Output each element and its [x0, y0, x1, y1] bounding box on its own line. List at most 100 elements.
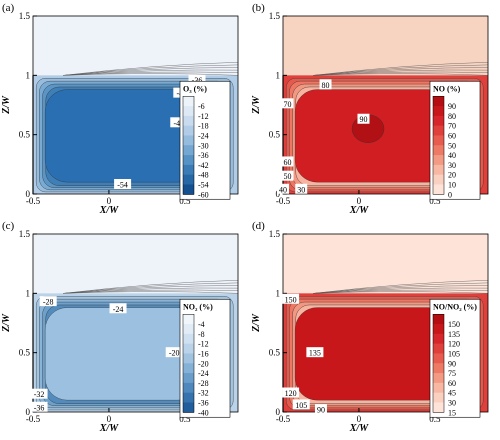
contour-label-bg [39, 296, 57, 307]
colorbar-swatch [183, 333, 194, 345]
colorbar-tick-label: -30 [198, 141, 209, 150]
colorbar-swatch [183, 164, 194, 176]
y-tick-label: 1.5 [19, 11, 31, 21]
colorbar-tick-label: 0 [448, 190, 452, 199]
colorbar-tick-label: -54 [198, 180, 209, 189]
y-tick-label: 0 [26, 407, 31, 417]
contour-label-bg [314, 404, 327, 415]
colorbar-swatch [433, 373, 444, 384]
colorbar-swatch [433, 343, 444, 354]
colorbar-swatch [183, 174, 194, 185]
colorbar-swatch [183, 373, 194, 384]
colorbar-tick-label: 80 [448, 112, 456, 121]
y-axis-label: Z/W [251, 95, 262, 115]
colorbar-swatch [183, 125, 194, 136]
colorbar-swatch [433, 125, 444, 136]
shear-layer-contour [63, 73, 239, 76]
contour-label-bg [357, 113, 370, 124]
colorbar-swatch [183, 402, 194, 413]
colorbar-swatch [433, 353, 444, 364]
x-tick-label: 0.5 [179, 414, 191, 424]
plot-frame [32, 15, 239, 195]
above-roof-region [33, 234, 238, 294]
contour-label: 150 [285, 295, 297, 304]
colorbar-outline [182, 314, 195, 413]
above-roof-region [283, 234, 488, 294]
colorbar-tick-label: -18 [198, 122, 209, 131]
contour-label: -28 [43, 298, 54, 307]
colorbar-swatch [433, 106, 444, 117]
colorbar-swatch [433, 174, 444, 185]
colorbar-tick-label: 90 [448, 359, 456, 368]
colorbar-tick-label: 120 [448, 340, 460, 349]
colorbar-tick-label: -60 [198, 190, 209, 199]
colorbar-tick-label: 150 [448, 320, 460, 329]
contour-label-bg [188, 74, 206, 85]
colorbar-swatch [183, 155, 194, 166]
shear-layer-contour [313, 71, 489, 76]
y-tick-label: 0.5 [269, 130, 281, 140]
x-tick-label: -0.5 [26, 196, 41, 206]
shear-layer-contour [313, 289, 489, 294]
colorbar-outline [182, 96, 195, 195]
contour-label-bg [277, 183, 289, 194]
colorbar-outline [432, 314, 445, 413]
colorbar-tick-label: 15 [448, 408, 456, 417]
shear-layer-contour [63, 285, 239, 294]
colorbar-swatch [433, 145, 444, 156]
shear-layer-contour [63, 67, 239, 76]
colorbar-tick-label: -48 [198, 171, 209, 180]
colorbar-tick-label: 30 [448, 398, 456, 407]
contour-label-bg [282, 293, 300, 304]
contour-label: 70 [284, 100, 292, 109]
y-axis-label: Z/W [251, 313, 262, 333]
shear-layer-contour [313, 287, 489, 294]
contour-label: -24 [113, 305, 124, 314]
shear-layer-contour [313, 62, 489, 76]
colorbar-tick-label: 60 [448, 379, 456, 388]
shear-layer-contour [313, 69, 489, 76]
shear-layer-contour [313, 67, 489, 76]
y-axis-label: Z/W [1, 313, 12, 333]
contour-label: 105 [295, 401, 307, 410]
shear-layer-contour [63, 287, 239, 294]
colorbar-swatch [183, 115, 194, 127]
shear-layer-contour [313, 280, 489, 294]
colorbar-tick-label: -4 [198, 320, 205, 329]
contour-label: -54 [117, 181, 128, 190]
contour-label: 80 [322, 81, 330, 90]
shear-layer-contour [313, 282, 489, 294]
shear-layer-contour [63, 280, 239, 294]
y-tick-label: 0.5 [19, 130, 31, 140]
y-tick-label: 1 [26, 70, 31, 80]
y-tick-label: 1 [276, 288, 281, 298]
colorbar-swatch [433, 363, 444, 374]
colorbar-title: NO/NO₂ (%) [433, 302, 477, 311]
x-tick-label: 0 [357, 414, 362, 424]
above-roof-region [33, 16, 238, 76]
contour-label: -20 [169, 349, 180, 358]
colorbar-tick-label: 20 [448, 171, 456, 180]
contour-label: 60 [284, 158, 292, 167]
x-tick-label: 0 [107, 414, 112, 424]
colorbar-tick-label: 60 [448, 131, 456, 140]
contour-label-bg [282, 387, 300, 398]
shear-layer-contour [63, 291, 239, 294]
colorbar-swatch [183, 382, 194, 394]
shear-layer-contour [63, 62, 239, 76]
colorbar-swatch [183, 106, 194, 117]
colorbar-title: O₃ (%) [183, 84, 207, 93]
colorbar-swatch [433, 382, 444, 394]
colorbar-tick-label: -40 [198, 408, 209, 417]
colorbar-tick-label: -12 [198, 340, 209, 349]
colorbar-swatch [433, 333, 444, 345]
panel-label: (b) [252, 2, 265, 14]
colorbar-swatch [183, 96, 194, 107]
colorbar-swatch [433, 115, 444, 127]
colorbar-tick-label: -24 [198, 131, 209, 140]
colorbar-tick-label: 75 [448, 369, 456, 378]
colorbar-tick-label: 10 [448, 180, 456, 189]
contour-label-bg [319, 79, 332, 90]
contour-label-bg [114, 179, 132, 190]
